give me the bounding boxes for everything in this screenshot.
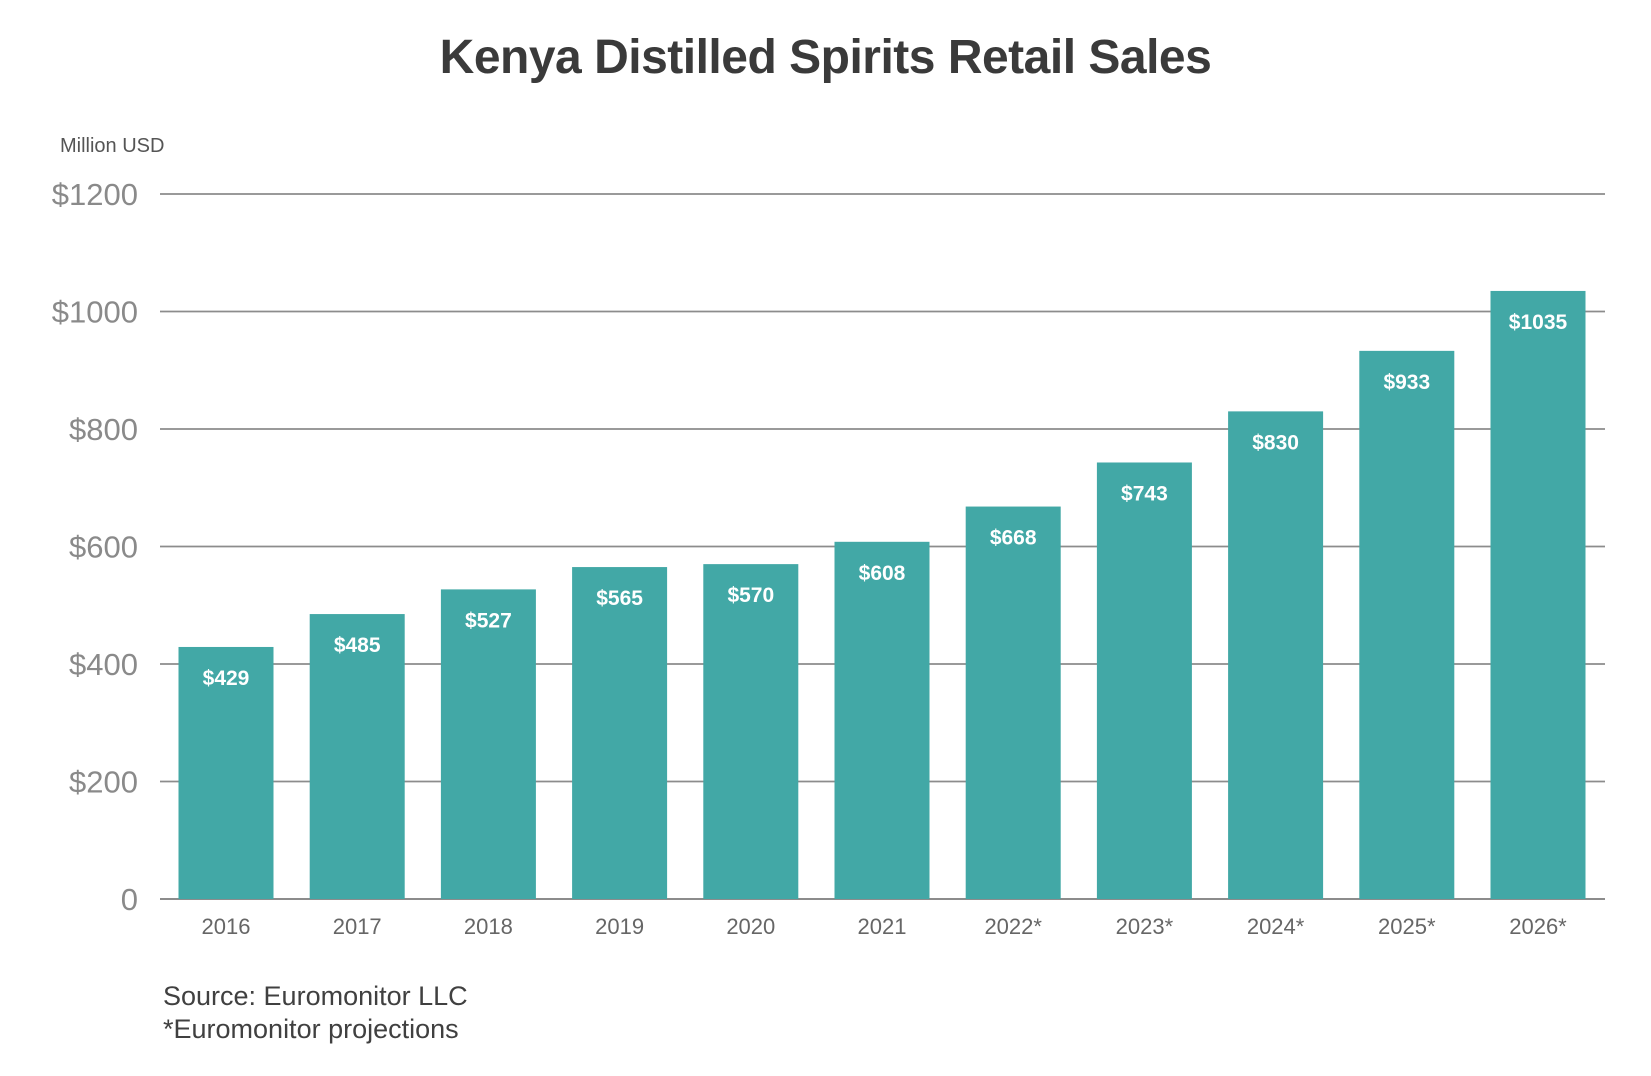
x-tick-label: 2020 [726, 914, 775, 939]
projection-note: *Euromonitor projections [163, 1014, 459, 1044]
y-tick-label: $400 [69, 647, 138, 682]
bar [1490, 290, 1586, 899]
x-tick-label: 2023* [1116, 914, 1174, 939]
bar [1359, 350, 1455, 899]
bar [440, 589, 536, 899]
bar [965, 506, 1061, 899]
x-tick-label: 2025* [1378, 914, 1436, 939]
y-tick-label: $1200 [52, 177, 138, 212]
bar [178, 646, 274, 899]
y-tick-label: $200 [69, 765, 138, 800]
x-tick-label: 2019 [595, 914, 644, 939]
bar-value-label: $570 [727, 584, 774, 607]
y-tick-label: $600 [69, 530, 138, 565]
bar [309, 614, 405, 899]
y-tick-label: $800 [69, 412, 138, 447]
y-axis-unit-label: Million USD [60, 135, 164, 157]
bar-value-label: $1035 [1509, 311, 1568, 334]
x-tick-label: 2017 [333, 914, 382, 939]
labels: Million USD 0 $200 $400 $600 $800 $1000 $1200 $4… [52, 135, 1568, 939]
y-tick-label: $1000 [52, 295, 138, 330]
x-tick-label: 2022* [984, 914, 1042, 939]
bar [1228, 411, 1324, 899]
y-tick-label: 0 [121, 882, 138, 917]
bar-value-label: $830 [1252, 431, 1299, 454]
bars [178, 290, 1586, 899]
bar-value-label: $668 [990, 527, 1037, 550]
x-tick-label: 2018 [464, 914, 513, 939]
bar-value-label: $565 [596, 587, 643, 610]
bar [572, 567, 668, 899]
x-tick-label: 2021 [858, 914, 907, 939]
chart-title: Kenya Distilled Spirits Retail Sales [439, 31, 1212, 84]
bar-value-label: $527 [465, 609, 512, 632]
x-tick-label: 2016 [202, 914, 251, 939]
bar-value-label: $429 [203, 667, 250, 690]
bar-value-label: $933 [1383, 371, 1430, 394]
x-tick-label: 2024* [1247, 914, 1305, 939]
source-note: Source: Euromonitor LLC [163, 981, 468, 1011]
bar-value-label: $608 [859, 562, 906, 585]
bar [703, 564, 799, 899]
bar-value-label: $743 [1121, 482, 1168, 505]
bar [1096, 462, 1192, 899]
bar [834, 541, 930, 899]
x-tick-label: 2026* [1509, 914, 1567, 939]
bar-value-label: $485 [334, 634, 381, 657]
